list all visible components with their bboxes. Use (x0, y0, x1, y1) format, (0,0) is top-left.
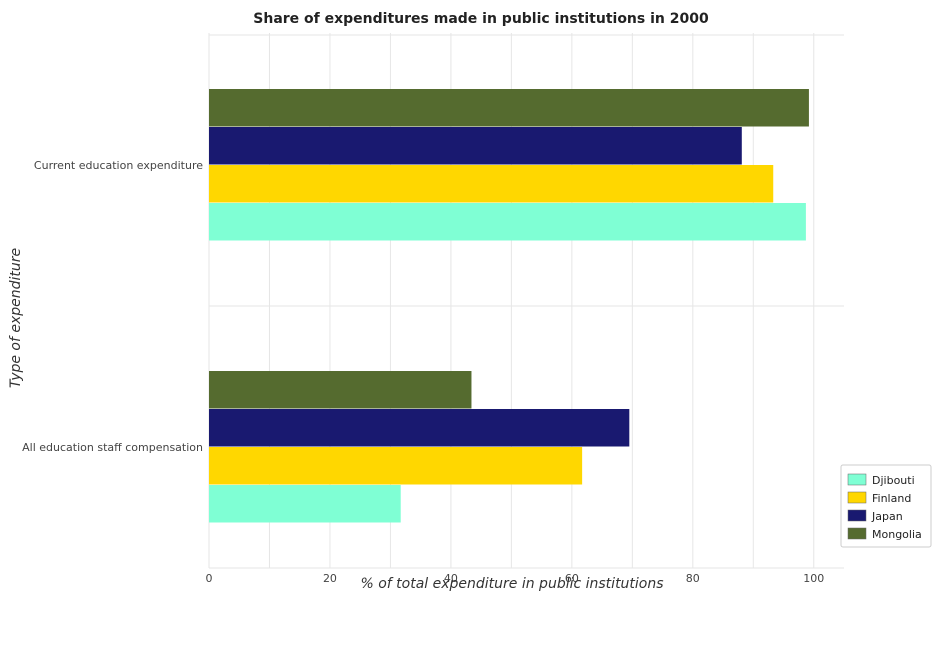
legend-label-djibouti: Djibouti (872, 474, 915, 487)
chart-title: Share of expenditures made in public ins… (253, 11, 709, 27)
x-tick-label: 100 (803, 572, 824, 585)
legend-swatch-japan (847, 509, 867, 522)
x-tick-label: 80 (686, 572, 700, 585)
y-tick-label: All education staff compensation (22, 441, 203, 454)
bar-finland-1 (209, 165, 774, 203)
bar-finland-0 (209, 447, 583, 485)
legend-swatch-mongolia (847, 527, 867, 540)
bar-mongolia-1 (209, 89, 809, 127)
x-tick-label: 20 (323, 572, 337, 585)
x-tick-labels: 0 20 40 60 80 100 (206, 572, 825, 585)
bars (209, 89, 809, 523)
y-tick-labels: All education staff compensation Current … (22, 159, 203, 454)
y-axis-label: Type of expenditure (8, 248, 24, 388)
bar-mongolia-0 (209, 371, 472, 409)
bar-djibouti-1 (209, 203, 806, 241)
x-tick-label: 40 (444, 572, 458, 585)
legend-swatch-djibouti (847, 473, 867, 486)
bar-japan-0 (209, 409, 630, 447)
legend-label-japan: Japan (871, 510, 903, 523)
legend-label-mongolia: Mongolia (872, 528, 922, 541)
x-tick-label: 0 (206, 572, 213, 585)
legend: Djibouti Finland Japan Mongolia (840, 464, 932, 548)
y-tick-label: Current education expenditure (34, 159, 203, 172)
legend-label-finland: Finland (872, 492, 911, 505)
bar-japan-1 (209, 127, 742, 165)
x-axis-label: % of total expenditure in public institu… (360, 576, 663, 592)
x-tick-label: 60 (565, 572, 579, 585)
legend-box (840, 464, 932, 548)
bar-djibouti-0 (209, 485, 401, 523)
legend-swatch-finland (847, 491, 867, 504)
